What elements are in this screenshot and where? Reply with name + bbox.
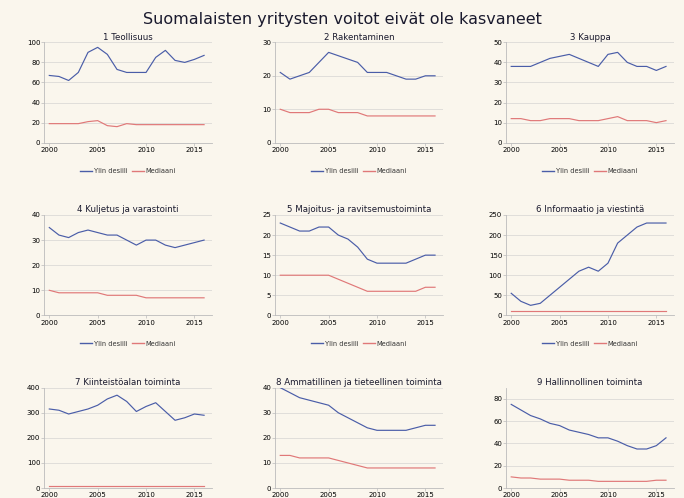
Title: 6 Informaatio ja viestintä: 6 Informaatio ja viestintä [536, 205, 644, 214]
Legend: Ylin desiili, Mediaani: Ylin desiili, Mediaani [80, 168, 176, 174]
Legend: Ylin desiili, Mediaani: Ylin desiili, Mediaani [311, 341, 407, 347]
Legend: Ylin desiili, Mediaani: Ylin desiili, Mediaani [311, 168, 407, 174]
Title: 2 Rakentaminen: 2 Rakentaminen [324, 32, 395, 41]
Title: 4 Kuljetus ja varastointi: 4 Kuljetus ja varastointi [77, 205, 179, 214]
Legend: Ylin desiili, Mediaani: Ylin desiili, Mediaani [542, 168, 638, 174]
Title: 5 Majoitus- ja ravitsemustoiminta: 5 Majoitus- ja ravitsemustoiminta [287, 205, 432, 214]
Legend: Ylin desiili, Mediaani: Ylin desiili, Mediaani [542, 341, 638, 347]
Text: Suomalaisten yritysten voitot eivät ole kasvaneet: Suomalaisten yritysten voitot eivät ole … [142, 12, 542, 27]
Title: 8 Ammatillinen ja tieteellinen toiminta: 8 Ammatillinen ja tieteellinen toiminta [276, 378, 442, 387]
Title: 3 Kauppa: 3 Kauppa [570, 32, 610, 41]
Title: 9 Hallinnollinen toiminta: 9 Hallinnollinen toiminta [538, 378, 643, 387]
Title: 1 Teollisuus: 1 Teollisuus [103, 32, 153, 41]
Title: 7 Kiinteistöalan toiminta: 7 Kiinteistöalan toiminta [75, 378, 181, 387]
Legend: Ylin desiili, Mediaani: Ylin desiili, Mediaani [80, 341, 176, 347]
